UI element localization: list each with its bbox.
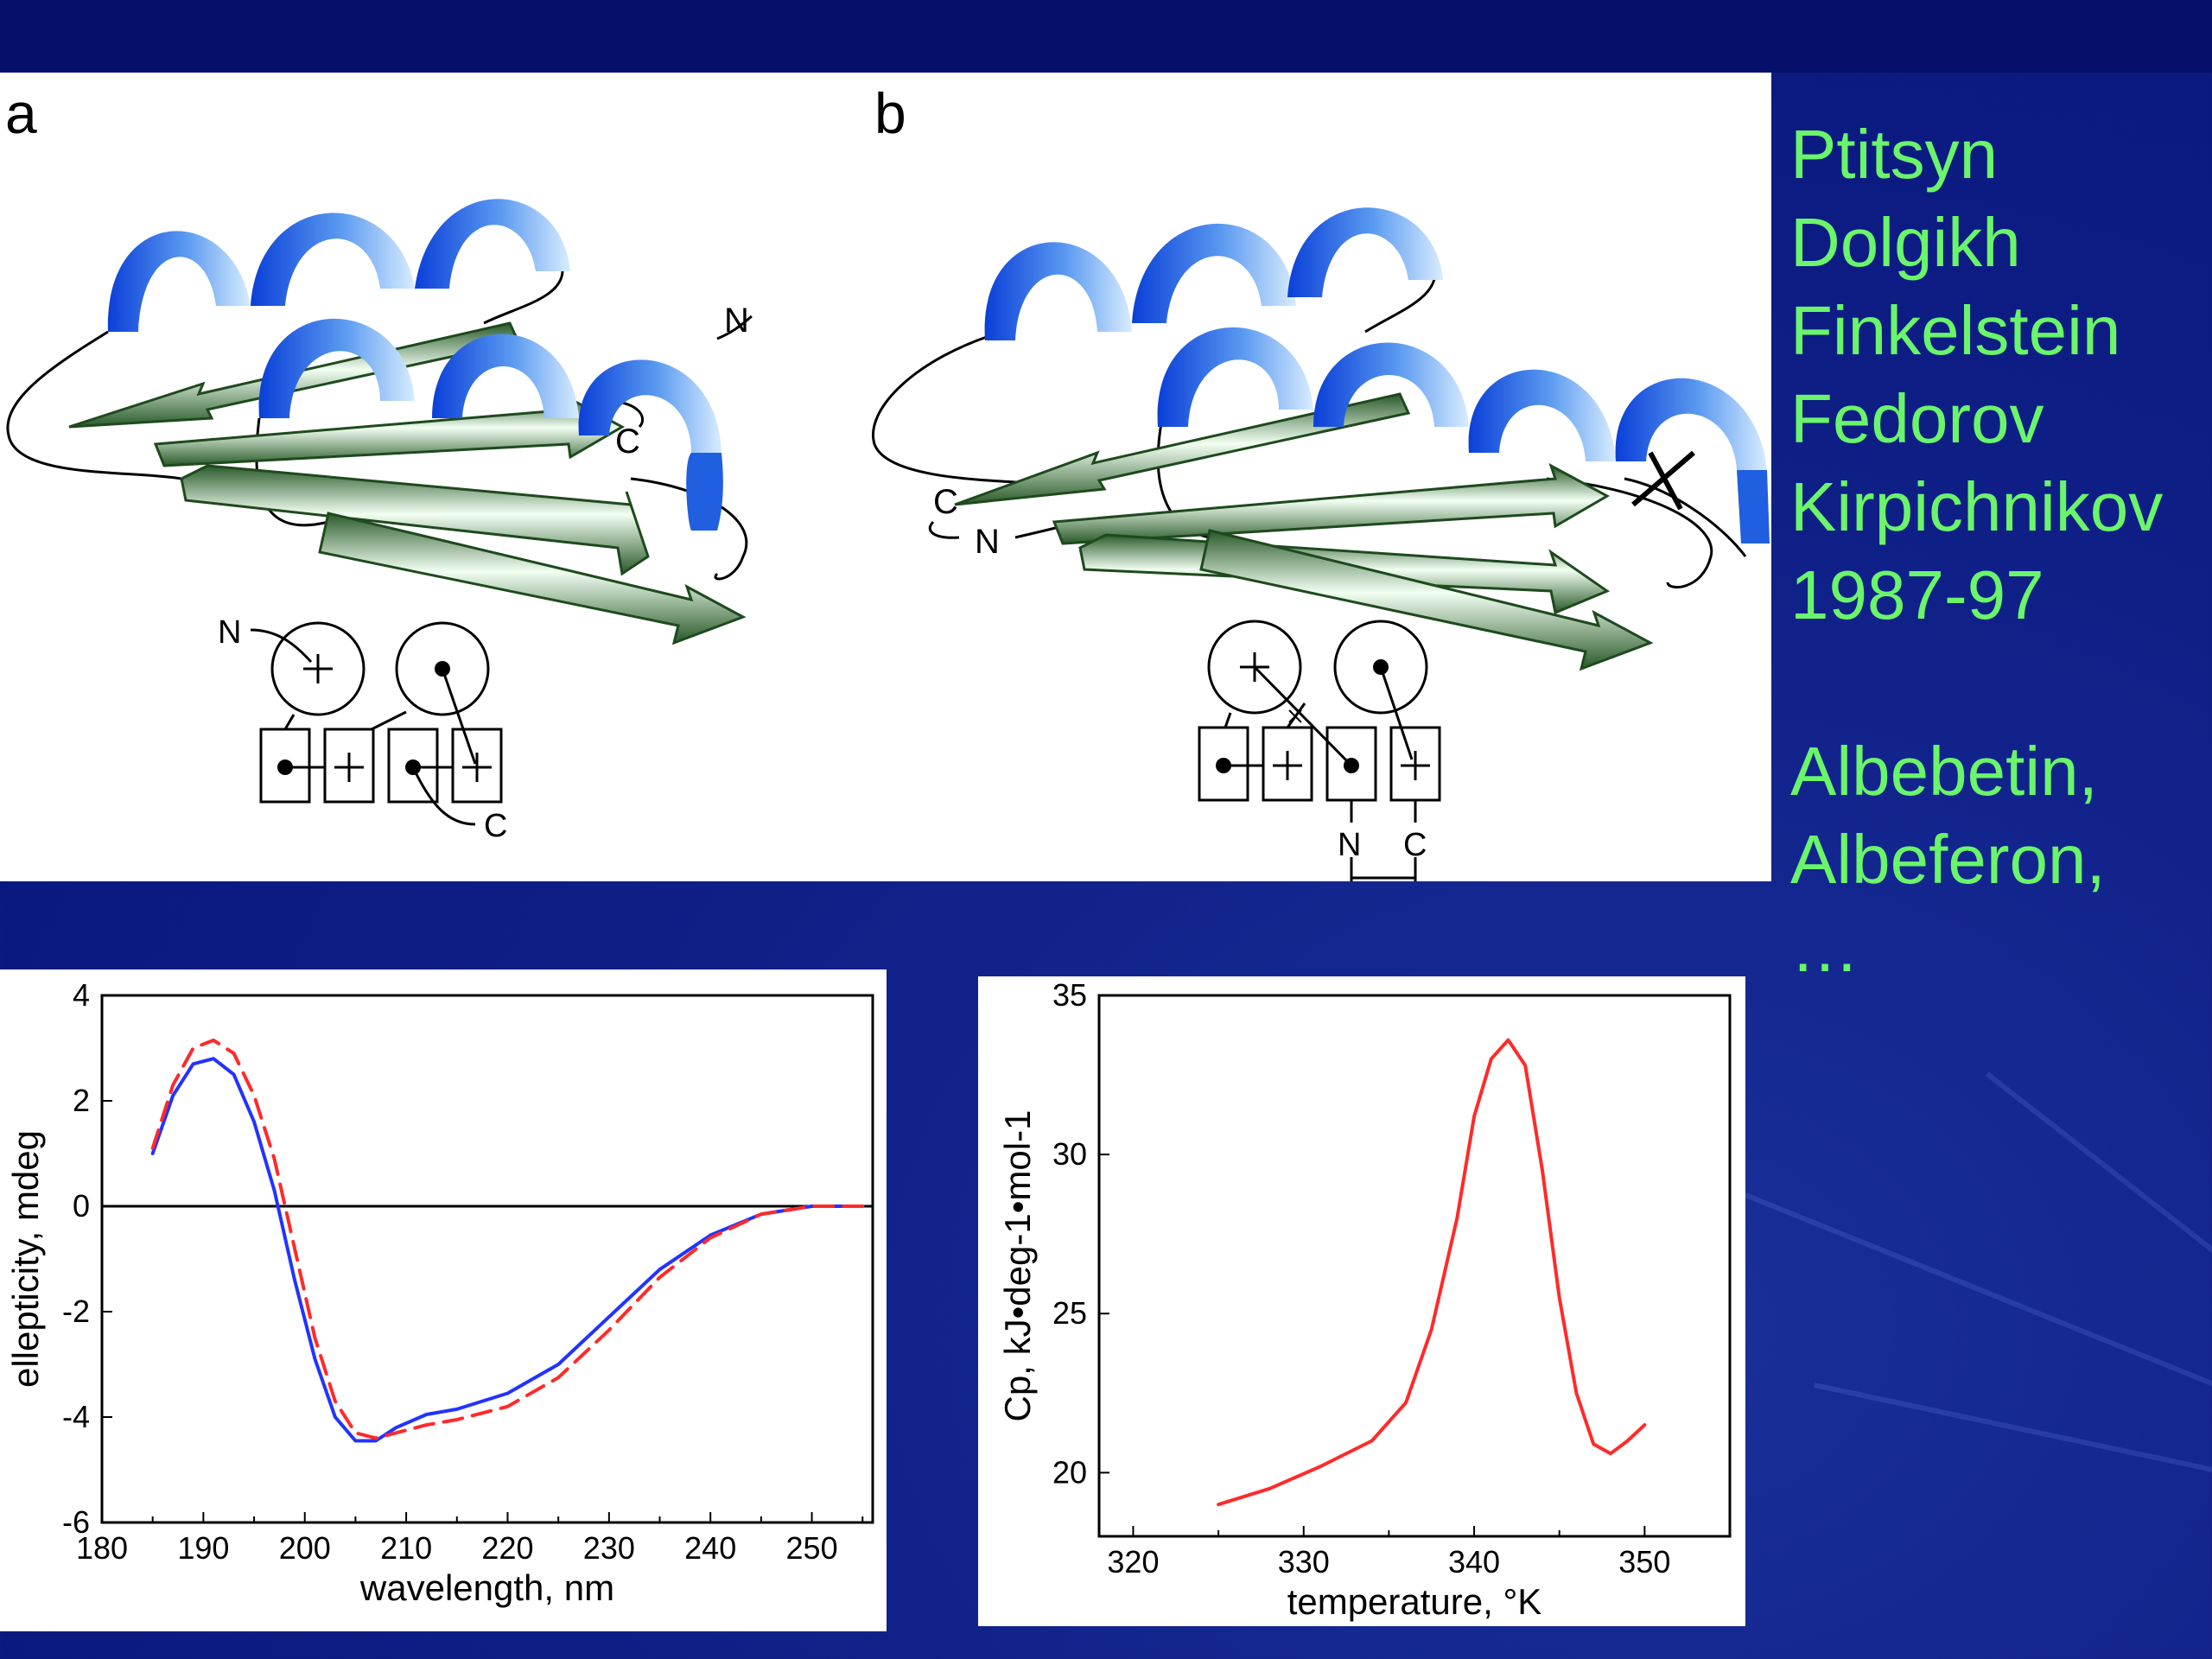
loop [1624, 477, 1747, 557]
background-streak [1744, 1192, 2212, 1425]
helix [1157, 327, 1313, 427]
y-tick-label: 4 [73, 977, 90, 1013]
y-tick-label: 25 [1052, 1295, 1087, 1331]
topology-diagram-a [250, 621, 503, 826]
x-tick-label: 320 [1107, 1544, 1159, 1580]
structure-a-n-terminus: N [724, 302, 749, 340]
y-tick-label: 0 [73, 1188, 90, 1224]
structure-figure-svg: a N C [5, 81, 1770, 881]
topology-b-n-label: N [1338, 827, 1361, 863]
heat-capacity-svg: 320 330 340 350 20 25 30 35 temperature, °K Cp, k… [997, 977, 1732, 1622]
y-axis-label: ellepticity, mdeg [5, 1130, 46, 1388]
loop [928, 520, 960, 539]
author-line: Ptitsyn [1790, 116, 1999, 193]
author-line: Fedorov [1790, 380, 2044, 457]
y-tick-label: -2 [62, 1294, 90, 1329]
structure-b-c-terminus: C [933, 483, 958, 521]
plot-frame [1097, 994, 1732, 1538]
helix-end [1737, 470, 1770, 543]
x-tick-label: 330 [1278, 1544, 1330, 1580]
x-tick-label: 200 [279, 1530, 331, 1566]
beta-strand [318, 512, 747, 645]
author-line: Kirpichnikov [1790, 468, 2164, 545]
helix [1287, 207, 1443, 297]
x-tick-label: 220 [481, 1530, 533, 1566]
helix [1615, 378, 1767, 470]
y-axis-label: Cp, kJ•deg-1•mol-1 [997, 1110, 1038, 1422]
heat-capacity-chart: 320 330 340 350 20 25 30 35 temperature, °K Cp, k… [978, 976, 1745, 1626]
helix [1132, 223, 1296, 323]
helix [1468, 369, 1616, 461]
x-tick-label: 210 [380, 1530, 432, 1566]
x-tick-label: 350 [1618, 1544, 1670, 1580]
ellipsis-line: … [1790, 909, 1859, 986]
x-tick-label: 340 [1448, 1544, 1500, 1580]
author-line: Finkelstein [1790, 292, 2121, 369]
y-tick-label: 2 [73, 1083, 90, 1118]
structure-b: b C N [872, 81, 1770, 881]
cd-spectrum-svg: 180 190 200 210 220 230 240 250 -6 -4 -2 0 2 4 wavelen… [5, 977, 874, 1608]
panel-label-a: a [5, 81, 37, 145]
helix [1313, 342, 1469, 427]
topology-dots-a [277, 661, 450, 775]
plot-frame [100, 994, 874, 1524]
background-streak [1814, 1382, 2212, 1496]
beta-strand [1199, 529, 1654, 671]
helix [251, 213, 415, 306]
loop [872, 330, 1081, 489]
structure-a-c-terminus: C [615, 423, 640, 461]
loop [1156, 417, 1228, 541]
helix [578, 359, 721, 453]
y-tick-label: 30 [1052, 1136, 1087, 1172]
x-tick-label: 240 [684, 1530, 736, 1566]
x-tick-label: 190 [177, 1530, 229, 1566]
topology-a-c-label: C [484, 808, 507, 844]
top-band [0, 0, 2212, 73]
y-tick-label: -4 [62, 1399, 90, 1434]
topology-dots-b [1216, 659, 1389, 773]
loop [1546, 477, 1713, 588]
cd-spectrum-chart: 180 190 200 210 220 230 240 250 -6 -4 -2 0 2 4 wavelen… [0, 969, 887, 1631]
x-tick-label: 250 [786, 1530, 838, 1566]
topology-b-c-label: C [1403, 827, 1427, 863]
protein-name-line: Albebetin, [1790, 733, 2098, 810]
author-line: Dolgikh [1790, 204, 2021, 281]
loop [6, 330, 182, 480]
helix [984, 242, 1132, 340]
cut-mark-icon [1648, 451, 1683, 511]
x-axis-label: temperature, °K [1287, 1581, 1542, 1622]
author-line: 1987-97 [1790, 556, 2044, 633]
loop [483, 262, 564, 325]
topology-a-n-label: N [218, 614, 241, 651]
protein-name-line: Albeferon, [1790, 821, 2106, 898]
x-tick-label: 230 [583, 1530, 635, 1566]
helix [432, 334, 579, 418]
y-tick-label: 35 [1052, 977, 1087, 1013]
series-line-1 [150, 1038, 865, 1440]
beta-strand [1052, 462, 1611, 545]
helix-end [686, 453, 723, 531]
series-line-0 [150, 1057, 865, 1443]
structure-b-n-terminus: N [975, 523, 1000, 561]
structure-a: a N C [5, 81, 753, 844]
author-line [1790, 639, 2163, 728]
authors-list: Ptitsyn Dolgikh Finkelstein Fedorov Kirp… [1790, 111, 2163, 992]
beta-strand [954, 392, 1411, 506]
helix [415, 199, 570, 289]
topology-diagram-b [1198, 620, 1441, 881]
y-tick-label: -6 [62, 1504, 90, 1540]
panel-label-b: b [874, 81, 906, 145]
x-tick-label: 180 [76, 1530, 128, 1566]
helix [258, 318, 415, 418]
helix [107, 231, 251, 332]
y-tick-label: 20 [1052, 1454, 1087, 1490]
loop [716, 315, 753, 340]
background-streak [1986, 1071, 2212, 1343]
x-axis-label: wavelength, nm [359, 1567, 614, 1608]
structure-figure: a N C [0, 73, 1771, 881]
series-line-0 [1217, 1038, 1647, 1507]
loop [630, 477, 748, 581]
